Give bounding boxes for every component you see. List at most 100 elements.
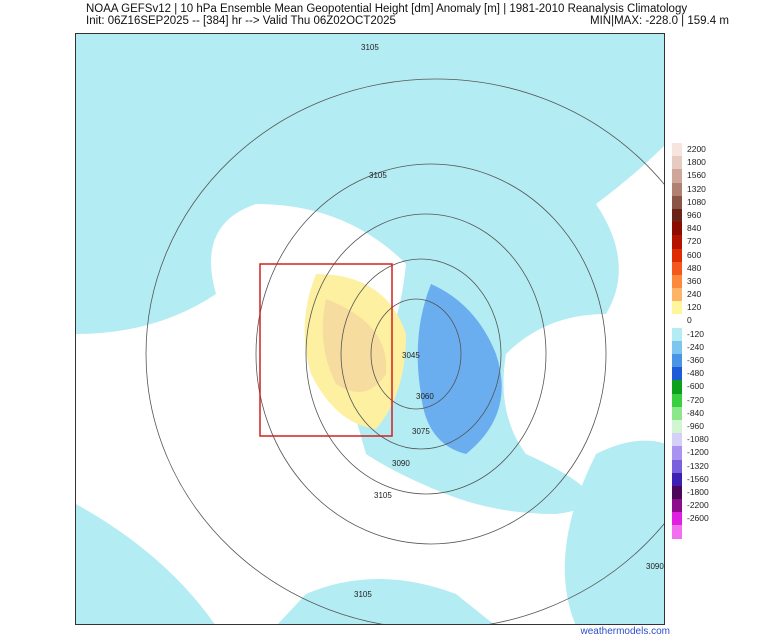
init-valid-time: Init: 06Z16SEP2025 -- [384] hr --> Valid… [86, 15, 396, 27]
colorbar-swatch [672, 485, 682, 500]
colorbar-label: -720 [687, 394, 705, 405]
highlight-box [259, 263, 393, 437]
colorbar-entry [672, 525, 712, 539]
colorbar-entry: -1560 [672, 472, 712, 486]
colorbar-swatch [672, 433, 682, 447]
colorbar-entry: -480 [672, 367, 712, 381]
colorbar-entry: -840 [672, 406, 712, 420]
colorbar-label: 1320 [687, 183, 706, 194]
colorbar-label: 600 [687, 249, 702, 260]
colorbar-swatch [672, 472, 682, 486]
min-max: MIN|MAX: -228.0 | 159.4 m [590, 15, 729, 27]
colorbar-entry: -120 [672, 327, 712, 341]
footer-credit: weathermodels.com [580, 626, 670, 637]
colorbar-entry: -360 [672, 354, 712, 368]
colorbar-label: 0 [687, 315, 692, 326]
colorbar-label: -1080 [687, 434, 709, 445]
colorbar-entry: 480 [672, 261, 712, 275]
contour-label: 3105 [361, 43, 379, 52]
colorbar-entry: -1800 [672, 485, 712, 500]
colorbar-swatch [672, 354, 682, 368]
colorbar-swatch [672, 419, 682, 434]
colorbar-entry: -1200 [672, 446, 712, 460]
colorbar-swatch [672, 512, 682, 526]
colorbar-label: 1560 [687, 170, 706, 181]
colorbar-entry: 1560 [672, 169, 712, 183]
colorbar-label: 1800 [687, 157, 706, 168]
colorbar-label: -960 [687, 420, 705, 431]
colorbar-swatch [672, 156, 682, 170]
contour-label: 3105 [354, 590, 372, 599]
colorbar-swatch [672, 143, 682, 157]
colorbar-swatch [672, 367, 682, 381]
colorbar-entry: 960 [672, 208, 712, 223]
colorbar-label: -1200 [687, 447, 709, 458]
contour-label: 3090 [646, 562, 664, 571]
colorbar-label: 480 [687, 262, 702, 273]
colorbar-entry: 0 [672, 314, 712, 328]
colorbar-entry: -1080 [672, 433, 712, 447]
colorbar-label: -600 [687, 381, 705, 392]
colorbar-entry: 1800 [672, 156, 712, 170]
colorbar-label: -1800 [687, 486, 709, 497]
colorbar-label: -2600 [687, 513, 709, 524]
colorbar-entry: -600 [672, 380, 712, 394]
colorbar-label: 360 [687, 275, 702, 286]
colorbar-swatch [672, 340, 682, 354]
colorbar-swatch [672, 380, 682, 394]
colorbar-entry: -1320 [672, 459, 712, 473]
colorbar-label: -120 [687, 328, 705, 339]
map-canvas: 3105 3105 3045 3060 3075 3090 3105 3090 … [76, 34, 664, 624]
contour-label: 3045 [402, 351, 420, 360]
map-title: NOAA GEFSv12 | 10 hPa Ensemble Mean Geop… [86, 3, 688, 15]
colorbar-swatch [672, 301, 682, 315]
contour-label: 3105 [374, 491, 392, 500]
contour-label: 3075 [412, 427, 430, 436]
colorbar-entry: -240 [672, 340, 712, 354]
colorbar-swatch [672, 406, 682, 420]
colorbar-swatch [672, 314, 682, 328]
colorbar-entry: -2200 [672, 499, 712, 513]
colorbar-swatch [672, 525, 682, 539]
colorbar-entry: 360 [672, 274, 712, 289]
negative-anomaly-shading [76, 34, 664, 624]
colorbar-label: 840 [687, 223, 702, 234]
colorbar-label: -840 [687, 407, 705, 418]
colorbar-label: 120 [687, 302, 702, 313]
height-contours [145, 78, 664, 624]
colorbar-swatch [672, 446, 682, 460]
colorbar-swatch [672, 274, 682, 289]
colorbar-entry: 240 [672, 288, 712, 302]
colorbar-swatch [672, 499, 682, 513]
colorbar-swatch [672, 261, 682, 275]
contour-label: 3090 [392, 459, 410, 468]
contour-label: 3060 [416, 392, 434, 401]
colorbar-label: -240 [687, 341, 705, 352]
colorbar-label: -1560 [687, 473, 709, 484]
colorbar-swatch [672, 182, 682, 196]
colorbar-swatch [672, 195, 682, 209]
colorbar-swatch [672, 169, 682, 183]
colorbar-label: 240 [687, 289, 702, 300]
colorbar-entry: 2200 [672, 143, 712, 157]
colorbar-entry: 600 [672, 248, 712, 262]
colorbar-entry: 1320 [672, 182, 712, 196]
colorbar-entry: 1080 [672, 195, 712, 209]
colorbar-entry: 120 [672, 301, 712, 315]
colorbar-label: 720 [687, 236, 702, 247]
colorbar-swatch [672, 459, 682, 473]
colorbar-swatch [672, 222, 682, 236]
colorbar-label: -2200 [687, 500, 709, 511]
colorbar-label: -1320 [687, 460, 709, 471]
colorbar-entry: -720 [672, 393, 712, 407]
colorbar-label: -360 [687, 355, 705, 365]
positive-anomaly-core [322, 299, 387, 392]
colorbar: 2200 1800 1560 1320 1080 960 840 720 600 480 360 24… [672, 143, 712, 539]
colorbar-label: 2200 [687, 144, 706, 154]
colorbar-swatch [672, 235, 682, 249]
colorbar-entry: -2600 [672, 512, 712, 526]
colorbar-label: 960 [687, 209, 702, 220]
colorbar-swatch [672, 248, 682, 262]
colorbar-entry: 840 [672, 222, 712, 236]
map-panel: 3105 3105 3045 3060 3075 3090 3105 3090 … [75, 33, 665, 625]
